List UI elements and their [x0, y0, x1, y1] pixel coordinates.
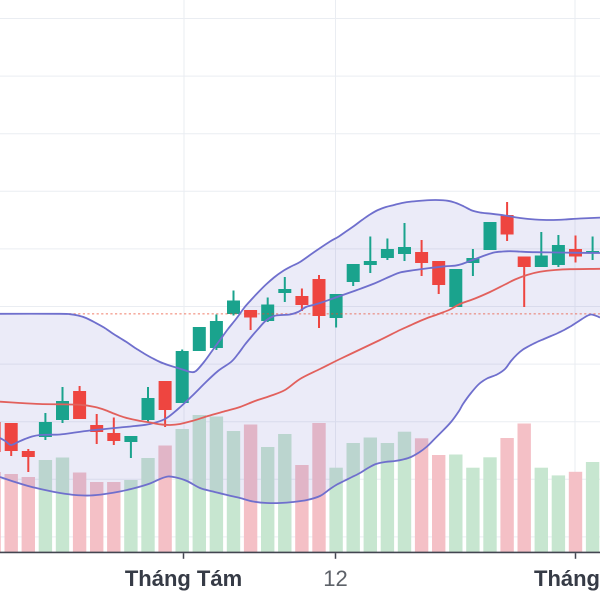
svg-text:12: 12 — [323, 566, 347, 591]
svg-text:Tháng Chín: Tháng Chín — [534, 566, 600, 591]
svg-text:Tháng Tám: Tháng Tám — [125, 566, 242, 591]
